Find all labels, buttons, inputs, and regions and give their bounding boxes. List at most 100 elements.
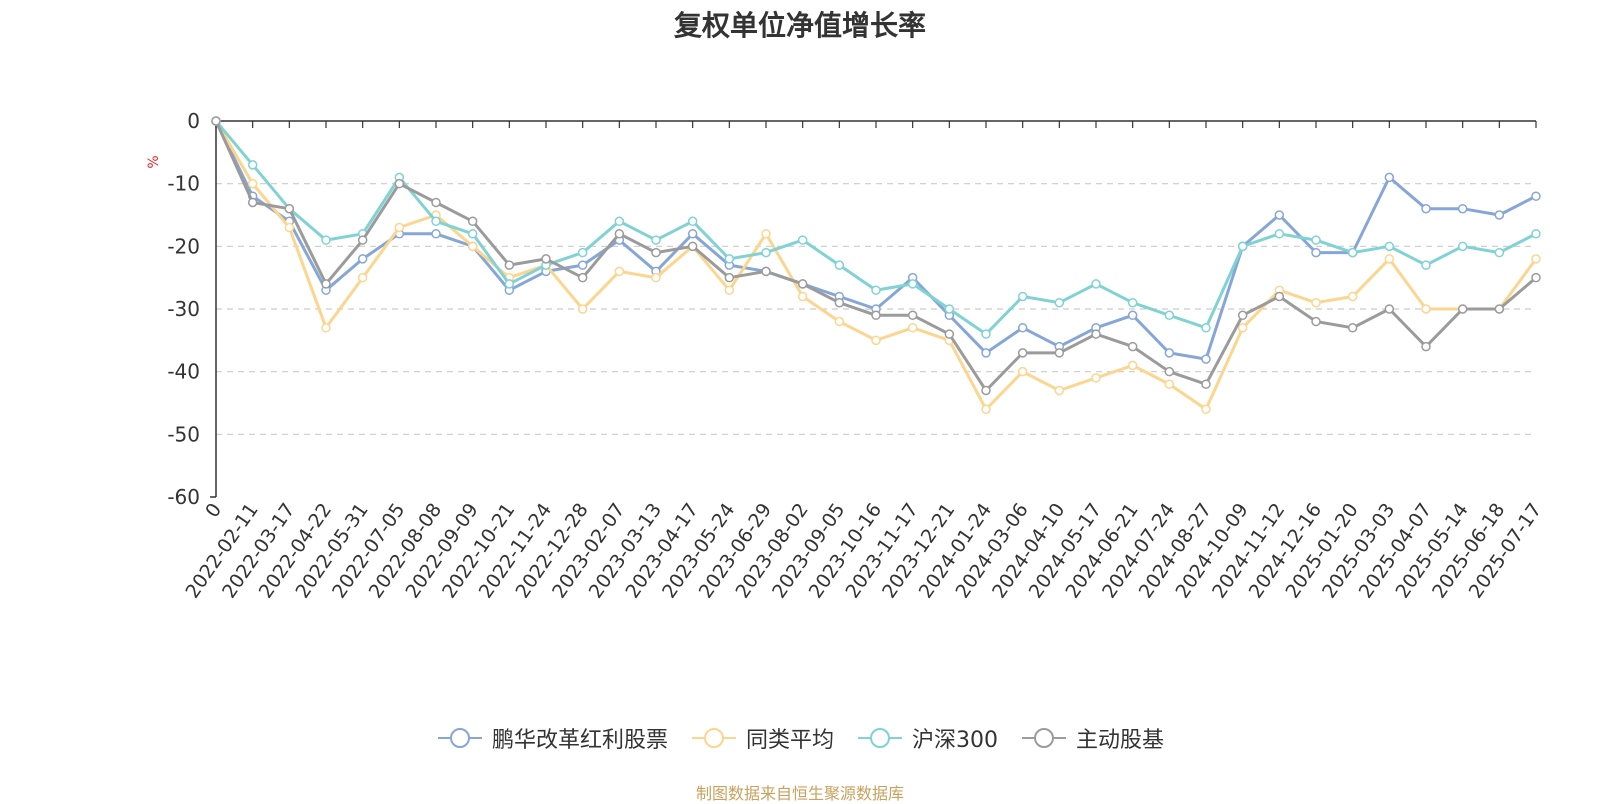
data-point — [1164, 379, 1175, 389]
legend-item[interactable]: 沪深300 — [856, 722, 998, 754]
y-tick-label: -10 — [167, 172, 200, 196]
data-point — [357, 235, 368, 245]
data-point — [467, 216, 478, 227]
source-note: 制图数据来自恒生聚源数据库 — [695, 784, 904, 803]
data-point — [357, 254, 368, 264]
y-tick-label: 0 — [187, 109, 200, 133]
data-point — [1017, 323, 1028, 333]
data-point — [1457, 203, 1468, 214]
data-point — [761, 229, 771, 239]
data-point — [761, 266, 771, 277]
data-point — [577, 272, 588, 283]
data-point — [1091, 279, 1101, 289]
data-point — [247, 160, 258, 170]
data-point — [907, 323, 918, 333]
data-point — [247, 197, 258, 208]
data-point — [1054, 348, 1065, 358]
data-point — [907, 279, 918, 289]
data-point — [284, 203, 295, 214]
y-tick-label: -30 — [167, 297, 200, 321]
legend-item[interactable]: 同类平均 — [690, 722, 834, 754]
data-point — [1164, 310, 1175, 321]
data-point — [211, 116, 221, 126]
data-point — [724, 285, 735, 295]
data-point — [1384, 254, 1395, 264]
data-point — [1237, 310, 1248, 321]
data-point — [1201, 379, 1211, 389]
data-point — [1347, 323, 1358, 333]
data-point — [1054, 385, 1065, 396]
data-point — [1311, 235, 1321, 245]
data-point — [724, 254, 735, 264]
data-point — [1274, 229, 1285, 239]
data-point — [284, 222, 295, 233]
chart-title: 复权单位净值增长率 — [673, 9, 926, 42]
data-point — [1201, 404, 1211, 415]
data-point — [834, 316, 845, 327]
data-point — [1201, 323, 1211, 333]
series-line-2 — [214, 120, 1537, 336]
data-point — [357, 272, 368, 283]
data-point — [1494, 210, 1505, 220]
data-point — [321, 279, 331, 289]
y-axis-unit-label: % — [146, 155, 162, 168]
legend-marker-icon — [858, 728, 902, 748]
data-point — [1421, 304, 1431, 314]
data-point — [614, 266, 625, 277]
data-point — [431, 197, 441, 208]
legend-label: 沪深300 — [912, 728, 998, 753]
data-point — [1531, 254, 1541, 264]
y-tick-label: -40 — [167, 360, 200, 384]
data-point — [871, 335, 881, 346]
y-tick-label: -20 — [167, 234, 200, 258]
legend-marker-icon — [1022, 728, 1066, 748]
data-point — [1347, 291, 1358, 302]
data-point — [1127, 310, 1138, 321]
data-point — [431, 216, 441, 227]
data-point — [1017, 348, 1028, 358]
data-point — [1091, 329, 1101, 339]
data-point — [1164, 348, 1175, 358]
series-line-1 — [214, 120, 1538, 411]
data-point — [1017, 291, 1028, 302]
legend-label: 主动股基 — [1076, 728, 1165, 753]
data-point — [1531, 229, 1541, 239]
data-point — [1127, 360, 1138, 371]
chart-legend: 鹏华改革红利股票 同类平均 沪深300 主动股基 — [0, 722, 1600, 754]
series-line-3 — [214, 120, 1537, 392]
data-point — [577, 247, 588, 258]
data-point — [761, 247, 771, 258]
data-point — [1384, 304, 1395, 314]
data-point — [1311, 247, 1321, 258]
legend-item[interactable]: 鹏华改革红利股票 — [436, 722, 668, 754]
legend-circle — [870, 728, 890, 748]
data-point — [614, 216, 625, 227]
data-point — [871, 310, 881, 321]
data-point — [504, 260, 515, 270]
legend-marker-icon — [437, 728, 482, 748]
data-point — [1237, 323, 1248, 333]
data-point — [651, 272, 661, 283]
data-point — [1127, 341, 1138, 352]
legend-label: 鹏华改革红利股票 — [491, 728, 668, 753]
data-point — [797, 291, 808, 302]
data-point — [1091, 373, 1101, 383]
data-point — [1531, 191, 1541, 201]
data-point — [687, 229, 698, 239]
legend-item[interactable]: 主动股基 — [1020, 722, 1164, 754]
data-point — [834, 260, 845, 270]
data-point — [834, 297, 845, 308]
data-point — [981, 404, 991, 415]
data-point — [1201, 354, 1211, 364]
series-line-0 — [214, 120, 1537, 361]
legend-circle — [1034, 728, 1054, 748]
data-point — [981, 385, 991, 396]
data-point — [394, 178, 405, 189]
data-point — [1494, 247, 1505, 258]
data-point — [1164, 366, 1175, 377]
data-point — [1421, 341, 1431, 352]
x-tick-label: 0 — [201, 499, 226, 522]
data-point — [981, 329, 991, 339]
data-point — [1384, 172, 1395, 183]
